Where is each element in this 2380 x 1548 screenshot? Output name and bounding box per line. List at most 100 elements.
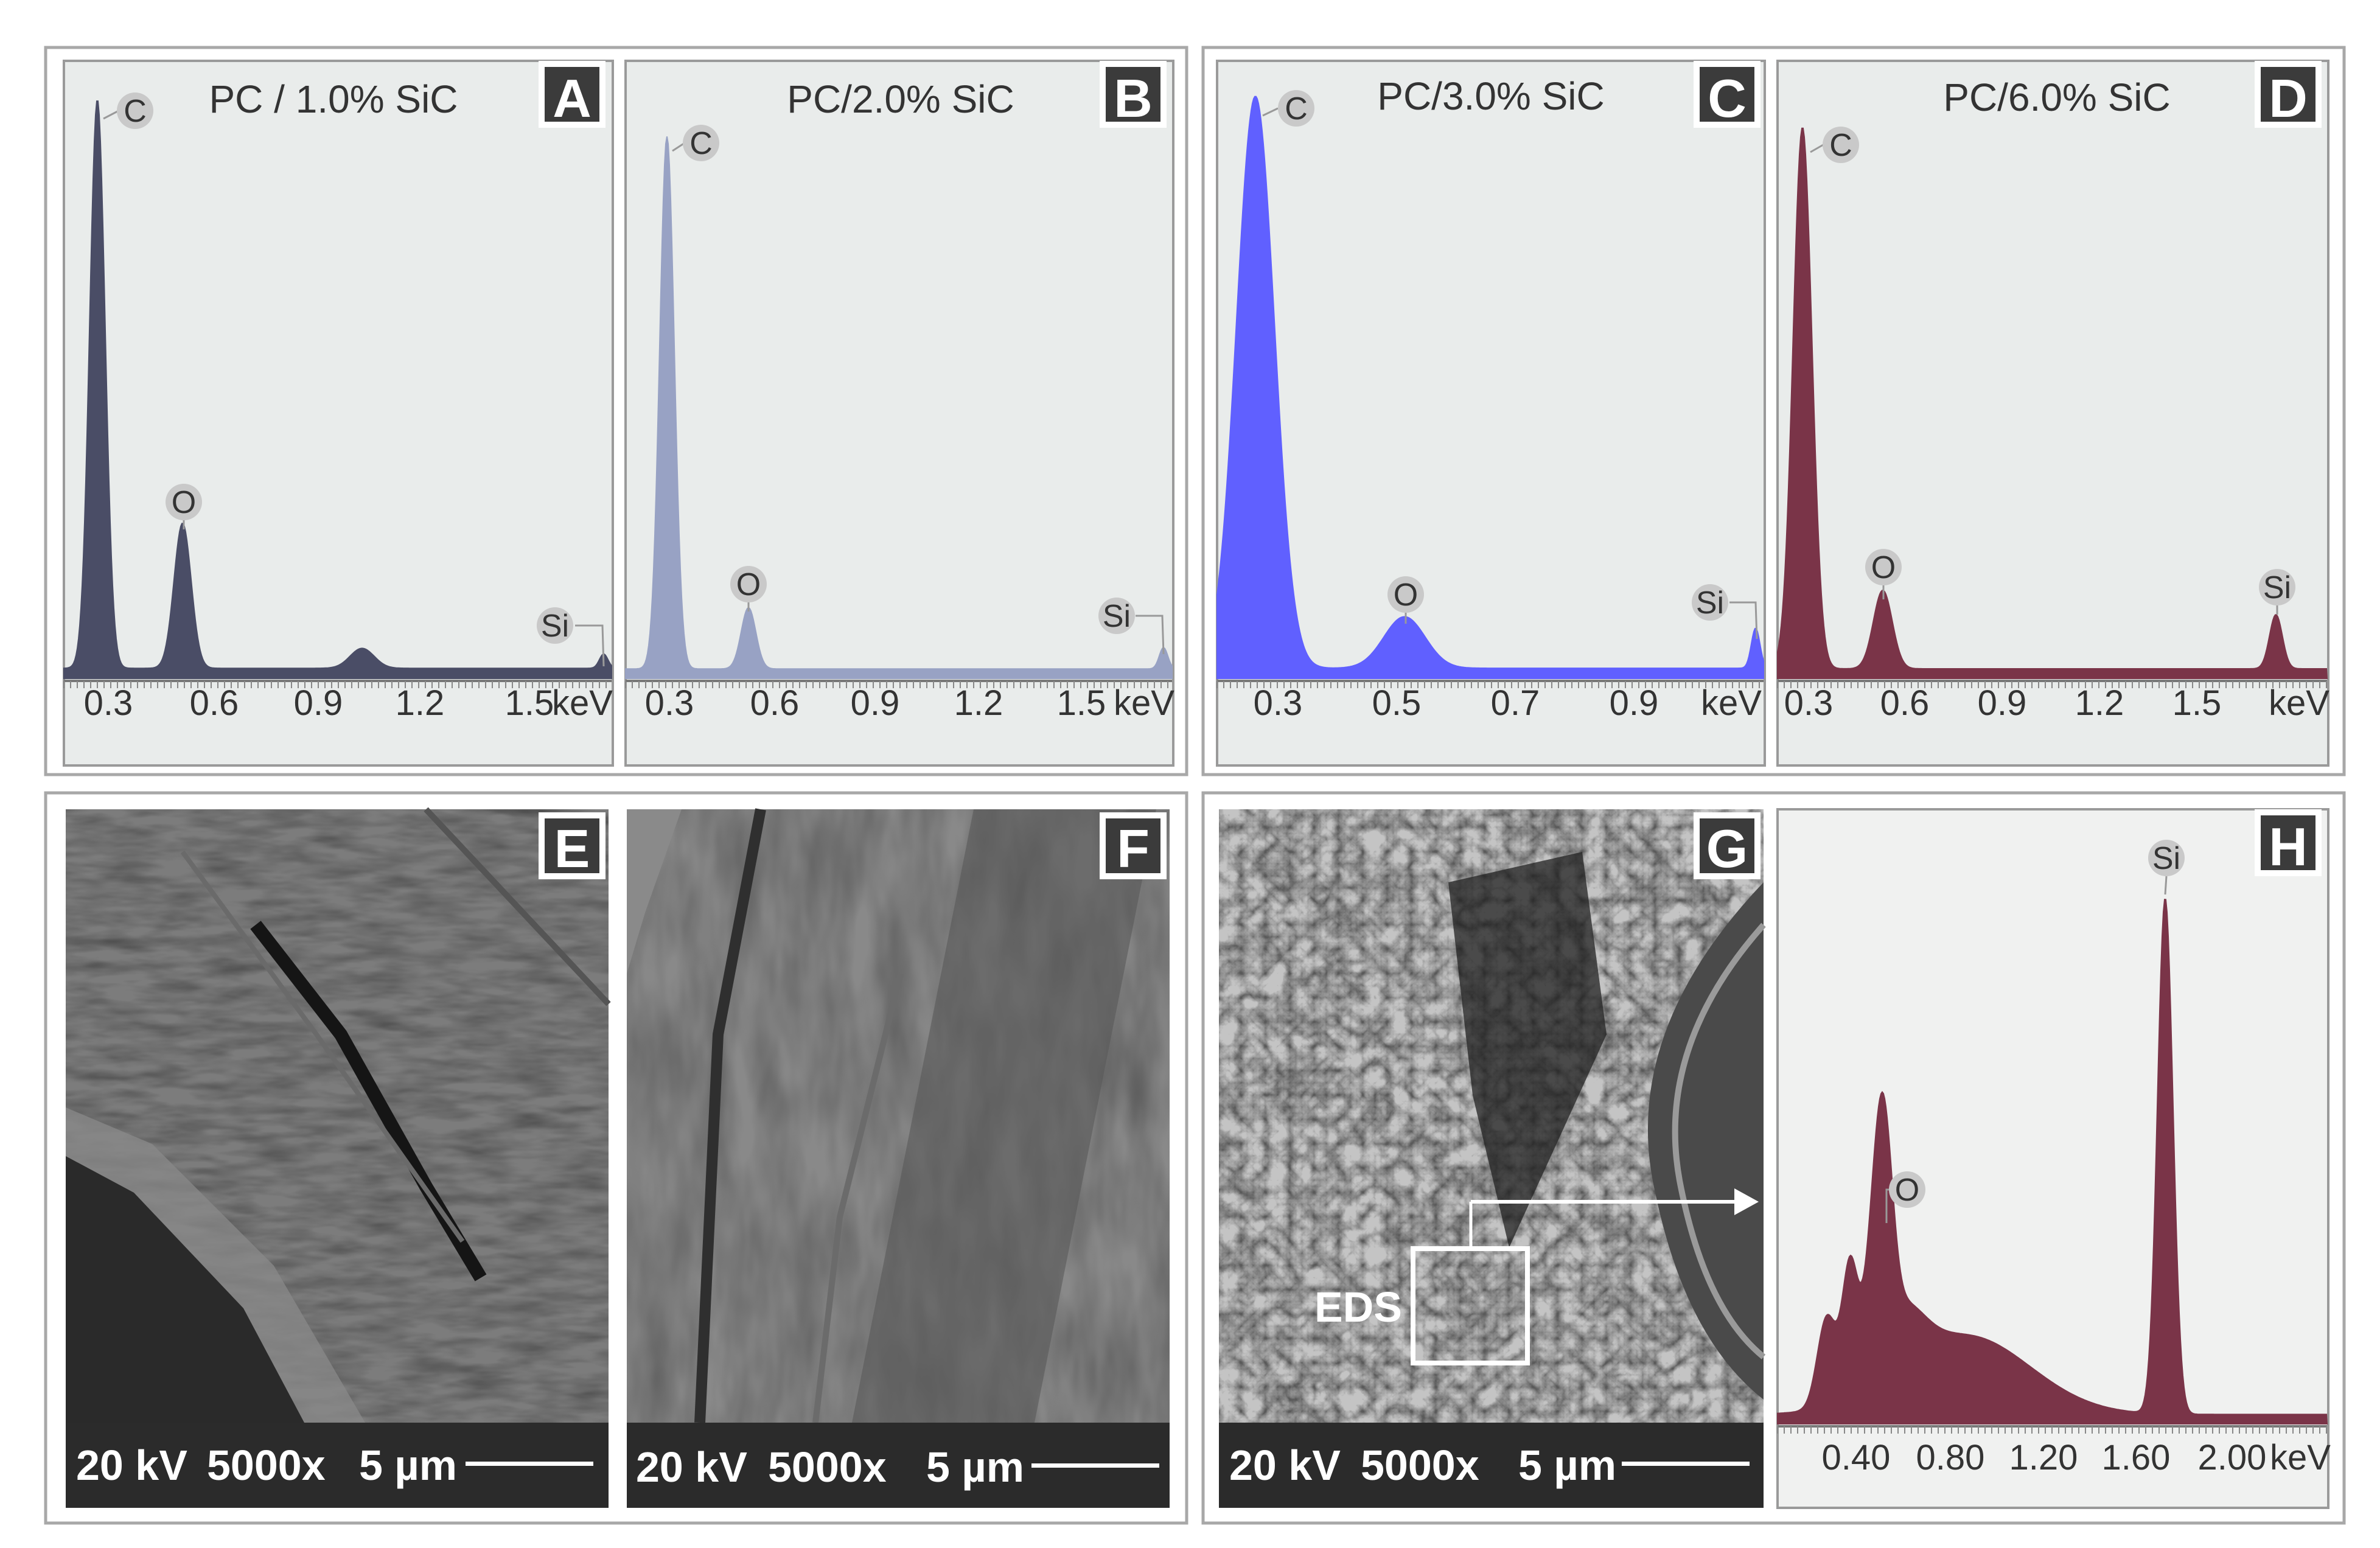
- sem-image-g: [1219, 809, 1766, 1508]
- peak-element-label: O: [172, 485, 196, 520]
- sem-mag-g: 5000x: [1361, 1442, 1479, 1489]
- peak-element-label: Si: [1696, 585, 1724, 621]
- eds-arrow: [1469, 1188, 1759, 1249]
- x-tick-label: 0.9: [851, 683, 900, 723]
- spectrum-area: [63, 100, 612, 679]
- x-tick-label: 1.2: [2075, 683, 2124, 723]
- x-tick-label: 2.00: [2198, 1438, 2267, 1477]
- panel-label-e: E: [554, 818, 590, 879]
- panel-label: H: [2269, 817, 2308, 877]
- peak-label-badge: [1278, 90, 1314, 127]
- peak-leader-line: [1729, 601, 1758, 640]
- peak-element-label: Si: [2152, 841, 2180, 876]
- peak-label-badge: [1889, 1171, 1925, 1208]
- peak-leader-line: [672, 142, 685, 152]
- x-tick-label: 1.5: [505, 683, 554, 723]
- peak-element-label: Si: [541, 608, 569, 644]
- eds-panel-c: 0.3 0.5 0.7 0.9 keV PC/3.0% SiC C C O Si: [1216, 60, 1766, 767]
- panel-label-bg: [1700, 67, 1754, 122]
- x-tick-label: 1.20: [2009, 1438, 2078, 1477]
- peak-element-label: Si: [1103, 599, 1131, 634]
- x-tick-label: 0.6: [750, 683, 800, 723]
- plot-area: [1776, 60, 2329, 767]
- scale-bar-g: [1622, 1462, 1750, 1466]
- sem-scale-g: 5 µm: [1518, 1442, 1616, 1489]
- x-axis-unit: keV: [1701, 683, 1762, 723]
- group-frame-ab: [44, 46, 1188, 776]
- peak-label-badge: [1692, 584, 1728, 621]
- x-tick-label: 0.3: [645, 683, 694, 723]
- plot-area: [1216, 60, 1766, 767]
- peak-element-label: O: [736, 567, 761, 602]
- peak-element-label: C: [124, 94, 147, 129]
- scale-bar-f: [1031, 1463, 1159, 1468]
- x-tick-label: 0.7: [1491, 683, 1540, 723]
- x-tick-label: 0.9: [294, 683, 343, 723]
- group-frame-cd: [1201, 46, 2346, 776]
- peak-leader-line: [2164, 876, 2168, 895]
- x-tick-label: 0.80: [1916, 1438, 1985, 1477]
- peak-element-label: C: [1829, 128, 1852, 163]
- sem-kv-f: 20 kV: [636, 1443, 747, 1491]
- panel-label: B: [1114, 68, 1153, 128]
- eds-panel-h: 0.40 0.80 1.20 1.60 2.00 keV H O Si: [1776, 808, 2331, 1509]
- spectrum-area: [1216, 96, 1764, 679]
- x-tick-label: 0.9: [1978, 683, 2027, 723]
- x-axis-unit: keV: [2270, 1438, 2331, 1477]
- peak-element-label: Si: [2263, 570, 2291, 605]
- panel-title: PC / 1.0% SiC: [209, 77, 458, 121]
- sem-scale-f: 5 µm: [926, 1443, 1024, 1491]
- plot-area: [624, 60, 1174, 767]
- eds-panel-d: 0.3 0.6 0.9 1.2 1.5 keV PC/6.0% SiC D C O Si: [1776, 60, 2329, 767]
- panel-title: PC/3.0% SiC: [1377, 74, 1604, 118]
- x-axis-unit: keV: [552, 683, 613, 723]
- sem-info-bar-e: 20 kV 5000x 5 µm: [76, 1442, 593, 1489]
- peak-leader-line: [1885, 1188, 1889, 1223]
- x-tick-label: 0.3: [1784, 683, 1834, 723]
- peak-label-badge: [1865, 549, 1902, 585]
- scale-bar-e: [466, 1462, 593, 1466]
- panel-title: PC/2.0% SiC: [787, 77, 1014, 121]
- x-tick-label: 0.3: [84, 683, 133, 723]
- plot-area: [63, 60, 614, 767]
- sem-kv-e: 20 kV: [76, 1442, 187, 1489]
- eds-panel-b: 0.3 0.6 0.9 1.2 1.5 keV PC/2.0% SiC B C O Si: [624, 60, 1174, 767]
- x-axis-unit: keV: [2269, 683, 2329, 723]
- sem-kv-g: 20 kV: [1229, 1442, 1341, 1489]
- peak-label-badge: [1387, 576, 1424, 613]
- panel-label-bg: [1106, 67, 1160, 122]
- peak-element-label: O: [1394, 577, 1418, 613]
- peak-label-badge: [117, 92, 153, 129]
- panel-label-bg: [2261, 67, 2315, 122]
- peak-label-badge: [1823, 127, 1859, 163]
- sem-info-bar-f: 20 kV 5000x 5 µm: [636, 1443, 1159, 1491]
- group-frame-gh: [1201, 791, 2346, 1525]
- sem-info-bar-g: 20 kV 5000x 5 µm: [1229, 1442, 1750, 1489]
- panel-label-g: G: [1706, 818, 1748, 879]
- x-tick-label: 0.3: [1254, 683, 1303, 723]
- peak-leader-line: [1810, 144, 1824, 153]
- peak-leader-line: [103, 110, 119, 120]
- panel-title: PC/6.0% SiC: [1943, 75, 2170, 119]
- spectrum-area: [1777, 899, 2328, 1424]
- peak-label-badge: [683, 125, 719, 161]
- sem-image-e: [66, 807, 611, 1508]
- peak-label-badge: [730, 566, 767, 602]
- x-tick-label: 0.40: [1822, 1438, 1891, 1477]
- peak-element-label: C: [689, 126, 713, 161]
- panel-label-bg: [2261, 815, 2315, 870]
- sem-scale-e: 5 µm: [359, 1442, 457, 1489]
- panel-label-bg: [545, 67, 599, 122]
- x-tick-label: 0.6: [190, 683, 239, 723]
- peak-element-label: O: [1871, 550, 1896, 585]
- peak-leader-line: [1136, 615, 1165, 655]
- peak-leader-line: [1262, 107, 1279, 117]
- spectrum-area: [625, 136, 1173, 679]
- sem-image-f: [627, 808, 1170, 1508]
- x-tick-label: 1.2: [954, 683, 1003, 723]
- x-tick-label: 1.2: [396, 683, 445, 723]
- x-axis-unit: keV: [1114, 683, 1174, 723]
